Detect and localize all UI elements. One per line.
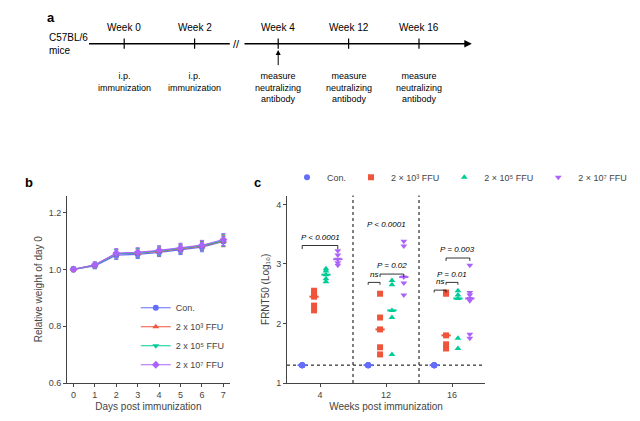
- svg-text:Week 0: Week 0: [107, 22, 141, 33]
- svg-text:2 x 10⁷ FFU: 2 x 10⁷ FFU: [176, 360, 224, 370]
- svg-text:ns: ns: [436, 277, 444, 286]
- svg-text:Week 4: Week 4: [261, 22, 295, 33]
- svg-text:3: 3: [276, 259, 281, 269]
- svg-text:Week 16: Week 16: [399, 22, 439, 33]
- svg-text:4: 4: [276, 200, 281, 210]
- svg-text:2 × 10⁷ FFU: 2 × 10⁷ FFU: [578, 173, 627, 183]
- svg-text:measureneutralizingantibody: measureneutralizingantibody: [326, 71, 372, 104]
- svg-text:1: 1: [276, 378, 281, 388]
- svg-text:0.6: 0.6: [49, 378, 62, 388]
- svg-text:6: 6: [199, 390, 204, 400]
- svg-text:3: 3: [135, 390, 140, 400]
- svg-text:Week 2: Week 2: [178, 22, 212, 33]
- svg-text:1.0: 1.0: [49, 265, 62, 275]
- svg-text:2: 2: [114, 390, 119, 400]
- svg-text:FRNT50 (Log₁₀): FRNT50 (Log₁₀): [260, 254, 271, 325]
- svg-text:1: 1: [92, 390, 97, 400]
- svg-text:Weeks post immunization: Weeks post immunization: [329, 401, 443, 412]
- svg-text:0.8: 0.8: [49, 321, 62, 331]
- svg-text:2 x 10⁵ FFU: 2 x 10⁵ FFU: [176, 341, 224, 351]
- svg-text:a: a: [47, 10, 55, 25]
- svg-text:12: 12: [381, 390, 391, 400]
- svg-text:i.p.immunization: i.p.immunization: [98, 71, 151, 93]
- svg-text:2 x 10³ FFU: 2 x 10³ FFU: [176, 322, 224, 332]
- svg-text:measureneutralizingantibody: measureneutralizingantibody: [255, 71, 301, 104]
- svg-text:1.2: 1.2: [49, 208, 62, 218]
- svg-text:7: 7: [221, 390, 226, 400]
- svg-text:Days post immunization: Days post immunization: [95, 401, 201, 412]
- svg-text:16: 16: [447, 390, 457, 400]
- svg-text:Con.: Con.: [176, 303, 195, 313]
- svg-text:P = 0.01: P = 0.01: [437, 270, 467, 279]
- svg-text:Relative weight of day 0: Relative weight of day 0: [33, 236, 44, 343]
- svg-text:P = 0.003: P = 0.003: [440, 245, 475, 254]
- svg-text:P < 0.0001: P < 0.0001: [367, 220, 406, 229]
- svg-text:5: 5: [178, 390, 183, 400]
- svg-text:4: 4: [317, 390, 322, 400]
- svg-text:2 × 10³ FFU: 2 × 10³ FFU: [391, 173, 439, 183]
- svg-text:0: 0: [71, 390, 76, 400]
- svg-text:measureneutralizingantibody: measureneutralizingantibody: [396, 71, 442, 104]
- svg-text:b: b: [25, 175, 33, 190]
- svg-text:i.p.immunization: i.p.immunization: [168, 71, 221, 93]
- svg-text:2 × 10⁵ FFU: 2 × 10⁵ FFU: [484, 173, 533, 183]
- svg-text:C57BL/6mice: C57BL/6mice: [49, 32, 88, 56]
- svg-text:4: 4: [157, 390, 162, 400]
- svg-text://: //: [233, 38, 240, 50]
- svg-text:Week 12: Week 12: [329, 22, 369, 33]
- svg-text:P < 0.0001: P < 0.0001: [301, 233, 340, 242]
- svg-text:Con.: Con.: [327, 173, 346, 183]
- svg-text:ns: ns: [370, 270, 378, 279]
- svg-text:P = 0.02: P = 0.02: [377, 261, 407, 270]
- svg-text:c: c: [254, 175, 261, 190]
- svg-text:2: 2: [276, 319, 281, 329]
